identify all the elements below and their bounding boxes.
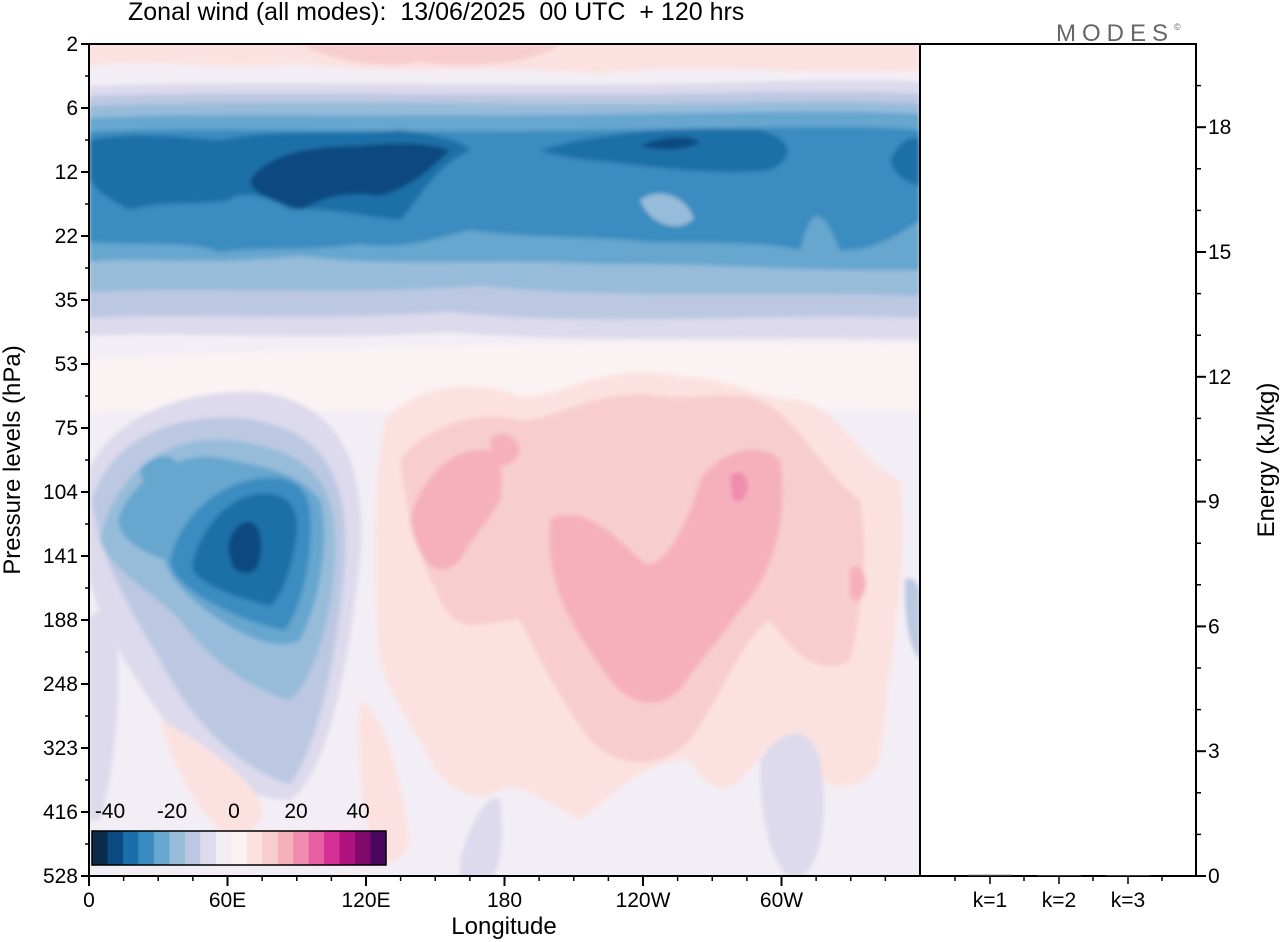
- colorbar-swatch: [262, 831, 279, 865]
- energy-y-tick-label: 9: [1208, 491, 1220, 514]
- y-tick-label: 53: [55, 353, 78, 376]
- lower-pink-left: [160, 720, 262, 834]
- colorbar-swatch: [231, 831, 248, 865]
- lower-neg-right: [760, 733, 824, 876]
- x-axis-title: Longitude: [451, 913, 556, 940]
- y-tick-label: 416: [43, 801, 78, 824]
- colorbar-swatch: [355, 831, 372, 865]
- colorbar-swatch: [92, 831, 108, 865]
- copyright-mark: ©: [1174, 22, 1181, 32]
- y-tick-label: 141: [43, 545, 78, 568]
- energy-y-tick-label: 15: [1208, 241, 1231, 264]
- colorbar-tick-label: 20: [284, 800, 307, 823]
- energy-y-tick-label: 18: [1208, 116, 1231, 139]
- energy-x-tick-label: k=3: [1111, 889, 1145, 912]
- colorbar-swatch: [324, 831, 341, 865]
- colorbar-swatch: [370, 831, 387, 865]
- colorbar-swatch: [246, 831, 263, 865]
- energy-bars: [968, 874, 1150, 876]
- lower-neg-right-edge: [904, 578, 920, 660]
- colorbar-swatch: [138, 831, 155, 865]
- y-tick-label: 35: [55, 289, 78, 312]
- y-tick-label: 188: [43, 609, 78, 632]
- logo-text: MODES: [1056, 20, 1175, 47]
- strat-band-core-edge: [890, 137, 920, 186]
- colorbar-swatch: [215, 831, 232, 865]
- main-axes: 2 6 12 22 35 53 75 104 141 188 248 323 416 528 0 60E 12…: [0, 33, 921, 940]
- energy-y-tick-label: 0: [1208, 865, 1220, 888]
- y-tick-label: 528: [43, 865, 78, 888]
- colorbar-swatch: [153, 831, 170, 865]
- x-tick-label: 60E: [209, 889, 246, 912]
- x-tick-label: 120E: [341, 889, 390, 912]
- strat-band-isle: [640, 193, 694, 227]
- colorbar-tick-label: 40: [346, 800, 369, 823]
- energy-plot-frame: [919, 43, 1197, 877]
- upper-easterly-pink-2: [300, 44, 560, 66]
- colorbar-tick-label: -20: [157, 800, 187, 823]
- y-tick-label: 6: [66, 97, 78, 120]
- energy-x-tick-label: k=1: [973, 889, 1007, 912]
- energy-bar: [1106, 875, 1150, 876]
- y-tick-label: 323: [43, 737, 78, 760]
- y-tick-label: 104: [43, 481, 78, 504]
- energy-y-tick-label: 3: [1208, 740, 1220, 763]
- pos-level3b: [549, 449, 783, 703]
- lower-neg-mid: [460, 798, 502, 876]
- strat-band-core-right: [540, 128, 788, 173]
- energy-x-tick-label: k=2: [1042, 889, 1076, 912]
- strat-band-core-right-dark: [640, 137, 700, 150]
- x-axis-longitude: 0 60E 120E 180 120W 60W: [83, 876, 887, 912]
- chart-title: Zonal wind (all modes): 13/06/2025 00 UT…: [128, 0, 745, 26]
- jet-neg-core: [228, 521, 262, 573]
- colorbar: -40 -20 0 20 40: [91, 800, 387, 866]
- x-tick-label: 0: [83, 889, 95, 912]
- pos-level4b: [490, 434, 520, 466]
- colorbar-swatch: [107, 831, 124, 865]
- x-tick-label: 180: [487, 889, 522, 912]
- x-tick-label: 120W: [616, 889, 671, 912]
- colorbar-swatch: [308, 831, 325, 865]
- colorbar-swatch: [169, 831, 186, 865]
- energy-axis-title: Energy (kJ/kg): [1253, 383, 1280, 538]
- y-tick-label: 12: [55, 161, 78, 184]
- colorbar-swatch: [293, 831, 310, 865]
- colorbar-tick-label: -40: [95, 800, 125, 823]
- colorbar-swatch: [339, 831, 356, 865]
- y-tick-label: 2: [66, 33, 78, 56]
- colorbar-swatch: [184, 831, 201, 865]
- energy-x-axis: k=1 k=2 k=3: [954, 876, 1163, 912]
- colorbar-swatch: [200, 831, 217, 865]
- strat-band-core-left-dark: [250, 143, 450, 210]
- colorbar-tick-label: 0: [228, 800, 240, 823]
- field-shading: [89, 44, 920, 876]
- energy-y-tick-label: 6: [1208, 615, 1220, 638]
- y-tick-label: 22: [55, 225, 78, 248]
- colorbar-swatch: [277, 831, 294, 865]
- energy-y-tick-label: 12: [1208, 366, 1231, 389]
- colorbar-frame: [91, 830, 387, 866]
- modes-logo: MODES©: [1056, 20, 1181, 48]
- colorbar-swatch: [122, 831, 139, 865]
- y-tick-label: 75: [55, 417, 78, 440]
- energy-y-axis: 0 3 6 9 12 15 18: [1196, 84, 1231, 888]
- pos-level3: [410, 449, 502, 570]
- energy-bar: [968, 874, 1012, 876]
- y-axis-title: Pressure levels (hPa): [0, 345, 26, 574]
- x-tick-label: 60W: [760, 889, 803, 912]
- lower-pink-mid: [358, 700, 410, 863]
- jet-neg-secondary: [140, 456, 176, 485]
- contour-field: [89, 44, 920, 876]
- lower-neg-left: [89, 612, 119, 820]
- y-axis-pressure: 2 6 12 22 35 53 75 104 141 188 248 323 416 528: [43, 33, 89, 888]
- energy-bar: [1037, 875, 1081, 876]
- y-tick-label: 248: [43, 673, 78, 696]
- energy-panel: 0 3 6 9 12 15 18 k=1 k=2 k=3 Energy (kJ/kg): [919, 43, 1280, 912]
- pos-level4: [730, 471, 748, 502]
- pos-level4c: [850, 566, 866, 601]
